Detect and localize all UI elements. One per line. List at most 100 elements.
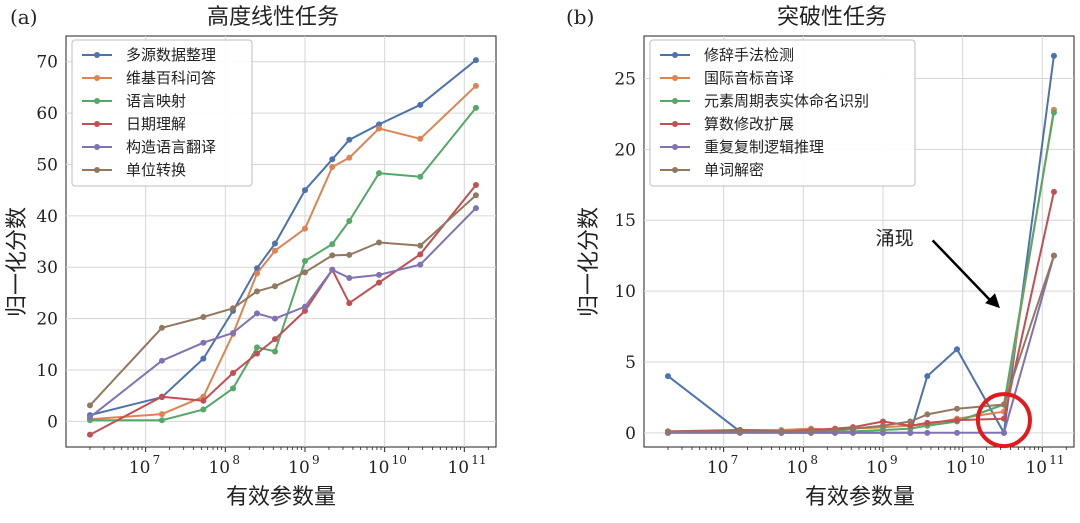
data-point [329,241,336,248]
data-point [1000,401,1007,408]
y-tick-label: 70 [36,53,58,73]
data-point [301,258,308,265]
x-tick-exponent: 11 [471,453,486,467]
legend-entry: 元素周期表实体命名识别 [704,92,869,110]
data-point [158,393,165,400]
y-tick-label: 5 [625,353,636,373]
data-point [472,57,479,64]
legend-marker [672,167,678,173]
data-point [254,265,261,272]
data-point [664,373,671,380]
data-point [954,417,961,424]
data-point [417,135,424,142]
x-tick-exponent: 7 [731,453,739,467]
series-line [89,59,477,417]
data-point [1050,252,1057,259]
series-line [90,107,477,422]
panel-b-ylabel: 归一化分数 [577,207,602,317]
legend-marker [94,167,100,173]
data-point [376,170,383,177]
legend-box [649,39,916,187]
data-point [158,324,165,331]
data-point [254,288,261,295]
legend-entry: 多源数据整理 [126,46,216,64]
x-tick-label: 10 [447,458,469,478]
legend-entry: 修辞手法检测 [704,46,794,64]
data-point [664,428,671,435]
data-point [86,402,93,409]
legend-entry: 日期理解 [126,115,186,133]
x-tick-label: 10 [946,458,968,478]
data-point [200,339,207,346]
y-tick-label: 15 [614,211,636,231]
data-point [86,431,93,438]
emergence-annotation-text: 涌现 [876,227,914,249]
data-point [417,242,424,249]
data-point [271,247,278,254]
y-tick-label: 10 [614,282,636,302]
data-point [158,417,165,424]
data-point [346,136,353,143]
data-point [200,314,207,321]
data-point [778,428,785,435]
data-point [954,429,961,436]
legend-marker [94,144,100,150]
x-tick-label: 10 [368,458,390,478]
data-point [954,405,961,412]
x-tick-exponent: 10 [970,453,985,467]
data-point [849,429,856,436]
panel-a-title: 高度线性任务 [207,5,339,30]
data-point [230,385,237,392]
legend-marker [672,144,678,150]
legend-entry: 单位转换 [126,161,186,179]
emergence-highlight-circle [975,392,1032,449]
x-tick-exponent: 7 [153,453,161,467]
legend-entry: 重复复制逻辑推理 [704,138,824,156]
legend-marker [94,121,100,127]
data-point [472,82,479,89]
data-point [301,187,308,194]
y-tick-label: 60 [36,104,58,124]
panel-b-annotation: 涌现 [876,227,1032,449]
data-point [417,261,424,268]
data-point [230,305,237,312]
data-point [376,125,383,132]
data-point [417,251,424,258]
data-point [346,217,353,224]
x-tick-label: 10 [866,458,888,478]
y-tick-label: 0 [625,424,636,444]
legend-entry: 单词解密 [704,161,764,179]
data-point [1000,429,1007,436]
data-point [301,303,308,310]
data-point [271,336,278,343]
data-point [472,104,479,111]
data-point [230,370,237,377]
data-point [417,173,424,180]
x-tick-exponent: 8 [810,453,818,467]
data-point [1050,188,1057,195]
legend-marker [94,98,100,104]
legend-marker [672,98,678,104]
emergence-arrow-shaft [931,239,993,303]
data-point [86,414,93,421]
data-point [200,355,207,362]
data-point [879,429,886,436]
panel-b-series [664,52,1057,436]
legend-entry: 构造语言翻译 [126,138,216,156]
y-tick-label: 0 [47,412,58,432]
series-line [668,255,1055,433]
data-point [924,373,931,380]
data-point [329,266,336,273]
data-point [301,269,308,276]
data-point [254,350,261,357]
x-tick-exponent: 9 [312,453,320,467]
panel-b-legend: 修辞手法检测国际音标音译元素周期表实体命名识别算数修改扩展重复复制逻辑推理单词解… [649,39,916,187]
legend-marker [94,52,100,58]
data-point [329,156,336,163]
data-point [376,239,383,246]
